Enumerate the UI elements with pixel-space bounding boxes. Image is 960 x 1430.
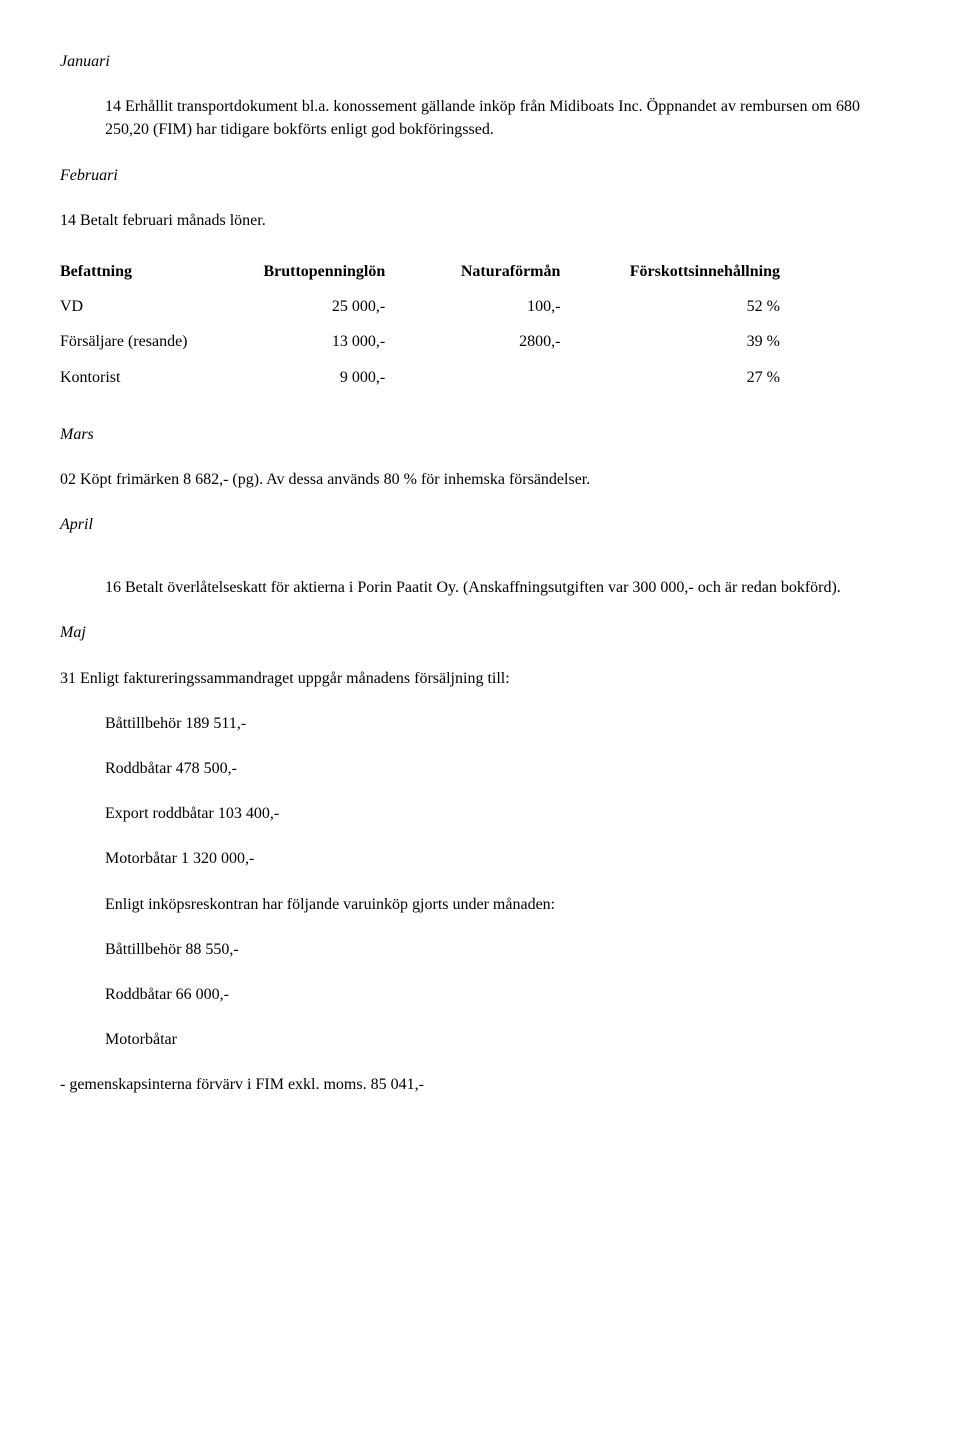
th-brutto: Bruttopenninglön xyxy=(229,254,425,289)
list-item: Båttillbehör 88 550,- xyxy=(105,938,900,961)
th-natura: Naturaförmån xyxy=(425,254,600,289)
td-befattning: Försäljare (resande) xyxy=(60,324,229,359)
table-header-row: Befattning Bruttopenninglön Naturaförmån… xyxy=(60,254,820,289)
td-befattning: VD xyxy=(60,289,229,324)
salary-table: Befattning Bruttopenninglön Naturaförmån… xyxy=(60,254,820,395)
td-natura: 100,- xyxy=(425,289,600,324)
th-befattning: Befattning xyxy=(60,254,229,289)
td-natura: 2800,- xyxy=(425,324,600,359)
maj-footer: - gemenskapsinterna förvärv i FIM exkl. … xyxy=(60,1073,900,1096)
table-row: VD 25 000,- 100,- 52 % xyxy=(60,289,820,324)
td-brutto: 9 000,- xyxy=(229,360,425,395)
month-april: April xyxy=(60,513,900,536)
list-item: Motorbåtar 1 320 000,- xyxy=(105,847,900,870)
td-forskott: 52 % xyxy=(600,289,820,324)
table-row: Försäljare (resande) 13 000,- 2800,- 39 … xyxy=(60,324,820,359)
januari-14: 14 Erhållit transportdokument bl.a. kono… xyxy=(105,95,890,141)
list-item: Roddbåtar 66 000,- xyxy=(105,983,900,1006)
list-item: Export roddbåtar 103 400,- xyxy=(105,802,900,825)
td-brutto: 25 000,- xyxy=(229,289,425,324)
month-mars: Mars xyxy=(60,423,900,446)
april-16: 16 Betalt överlåtelseskatt för aktierna … xyxy=(105,576,890,599)
td-natura xyxy=(425,360,600,395)
td-forskott: 27 % xyxy=(600,360,820,395)
th-forskott: Förskottsinnehållning xyxy=(600,254,820,289)
month-februari: Februari xyxy=(60,164,900,187)
td-brutto: 13 000,- xyxy=(229,324,425,359)
mars-02: 02 Köpt frimärken 8 682,- (pg). Av dessa… xyxy=(60,468,900,491)
table-row: Kontorist 9 000,- 27 % xyxy=(60,360,820,395)
td-forskott: 39 % xyxy=(600,324,820,359)
maj-mid: Enligt inköpsreskontran har följande var… xyxy=(105,893,900,916)
month-januari: Januari xyxy=(60,50,900,73)
maj-31: 31 Enligt faktureringssammandraget uppgå… xyxy=(60,667,900,690)
list-item: Motorbåtar xyxy=(105,1028,900,1051)
list-item: Båttillbehör 189 511,- xyxy=(105,712,900,735)
list-item: Roddbåtar 478 500,- xyxy=(105,757,900,780)
td-befattning: Kontorist xyxy=(60,360,229,395)
month-maj: Maj xyxy=(60,621,900,644)
februari-14: 14 Betalt februari månads löner. xyxy=(60,209,900,232)
